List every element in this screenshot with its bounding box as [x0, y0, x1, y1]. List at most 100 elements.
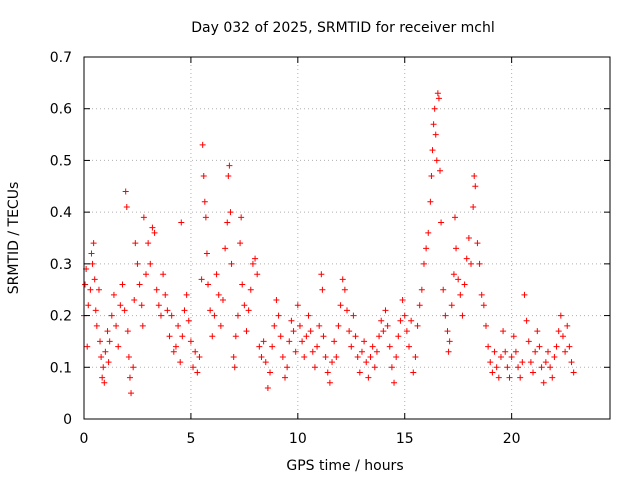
data-point [536, 343, 543, 350]
data-point [128, 390, 135, 397]
data-point [301, 353, 308, 360]
data-point [434, 90, 441, 97]
data-point [126, 374, 133, 381]
data-point [97, 338, 104, 345]
data-point [521, 291, 528, 298]
data-point [185, 317, 192, 324]
data-point [138, 302, 145, 309]
data-point [160, 271, 167, 278]
data-point [555, 328, 562, 335]
data-point [187, 338, 194, 345]
data-point [290, 328, 297, 335]
data-point [491, 348, 498, 355]
data-point [217, 322, 224, 329]
data-point [175, 322, 182, 329]
data-point [89, 260, 96, 267]
data-point [170, 348, 177, 355]
data-point [132, 240, 139, 247]
data-point [91, 276, 98, 283]
data-point [151, 229, 158, 236]
data-point [222, 245, 229, 252]
data-point [540, 379, 547, 386]
data-point [262, 359, 269, 366]
data-point [423, 245, 430, 252]
data-point [557, 312, 564, 319]
data-point [433, 157, 440, 164]
data-point [147, 260, 154, 267]
x-tick-label: 20 [503, 431, 521, 447]
data-point [84, 343, 91, 350]
data-point [136, 281, 143, 288]
data-point [427, 198, 434, 205]
data-point [382, 307, 389, 314]
data-point [455, 276, 462, 283]
data-point [352, 333, 359, 340]
data-point [444, 328, 451, 335]
data-point [410, 369, 417, 376]
data-point [559, 333, 566, 340]
data-point [512, 348, 519, 355]
data-point [350, 312, 357, 319]
data-point [403, 328, 410, 335]
data-point [445, 348, 452, 355]
data-point [470, 203, 477, 210]
data-point [386, 343, 393, 350]
data-point [134, 260, 141, 267]
data-point [489, 369, 496, 376]
data-point [482, 322, 489, 329]
data-point [82, 281, 89, 288]
data-point [428, 172, 435, 179]
data-point [224, 219, 231, 226]
data-point [102, 348, 109, 355]
data-point [99, 374, 106, 381]
data-point [219, 297, 226, 304]
data-point [358, 348, 365, 355]
data-point [412, 353, 419, 360]
data-point [570, 369, 577, 376]
data-point [329, 359, 336, 366]
data-point [309, 348, 316, 355]
data-point [326, 379, 333, 386]
data-point [453, 245, 460, 252]
data-point [420, 260, 427, 267]
data-point [519, 359, 526, 366]
data-point [85, 302, 92, 309]
data-point [205, 281, 212, 288]
data-point [510, 333, 517, 340]
data-point [538, 364, 545, 371]
data-point [485, 343, 492, 350]
data-point [288, 317, 295, 324]
data-point [92, 307, 99, 314]
data-point [299, 338, 306, 345]
data-point [487, 359, 494, 366]
y-tick-label: 0.4 [50, 205, 72, 221]
data-point [93, 322, 100, 329]
data-point [442, 312, 449, 319]
data-point [125, 353, 132, 360]
data-point [406, 343, 413, 350]
data-point [254, 271, 261, 278]
data-point [237, 240, 244, 247]
x-axis-label: GPS time / hours [286, 458, 403, 474]
data-point [209, 333, 216, 340]
data-point [269, 343, 276, 350]
data-point [547, 364, 554, 371]
data-point [432, 131, 439, 138]
data-point [273, 297, 280, 304]
data-point [239, 281, 246, 288]
data-point [202, 214, 209, 221]
data-point [568, 359, 575, 366]
data-point [408, 317, 415, 324]
data-point [472, 183, 479, 190]
data-point [367, 353, 374, 360]
data-point [294, 302, 301, 309]
x-tick-label: 0 [80, 431, 89, 447]
data-point [564, 322, 571, 329]
data-point [451, 214, 458, 221]
data-point [465, 235, 472, 241]
data-point [437, 167, 444, 174]
data-point [566, 343, 573, 350]
data-point [183, 291, 190, 298]
data-point [98, 353, 105, 360]
data-point [500, 328, 507, 335]
